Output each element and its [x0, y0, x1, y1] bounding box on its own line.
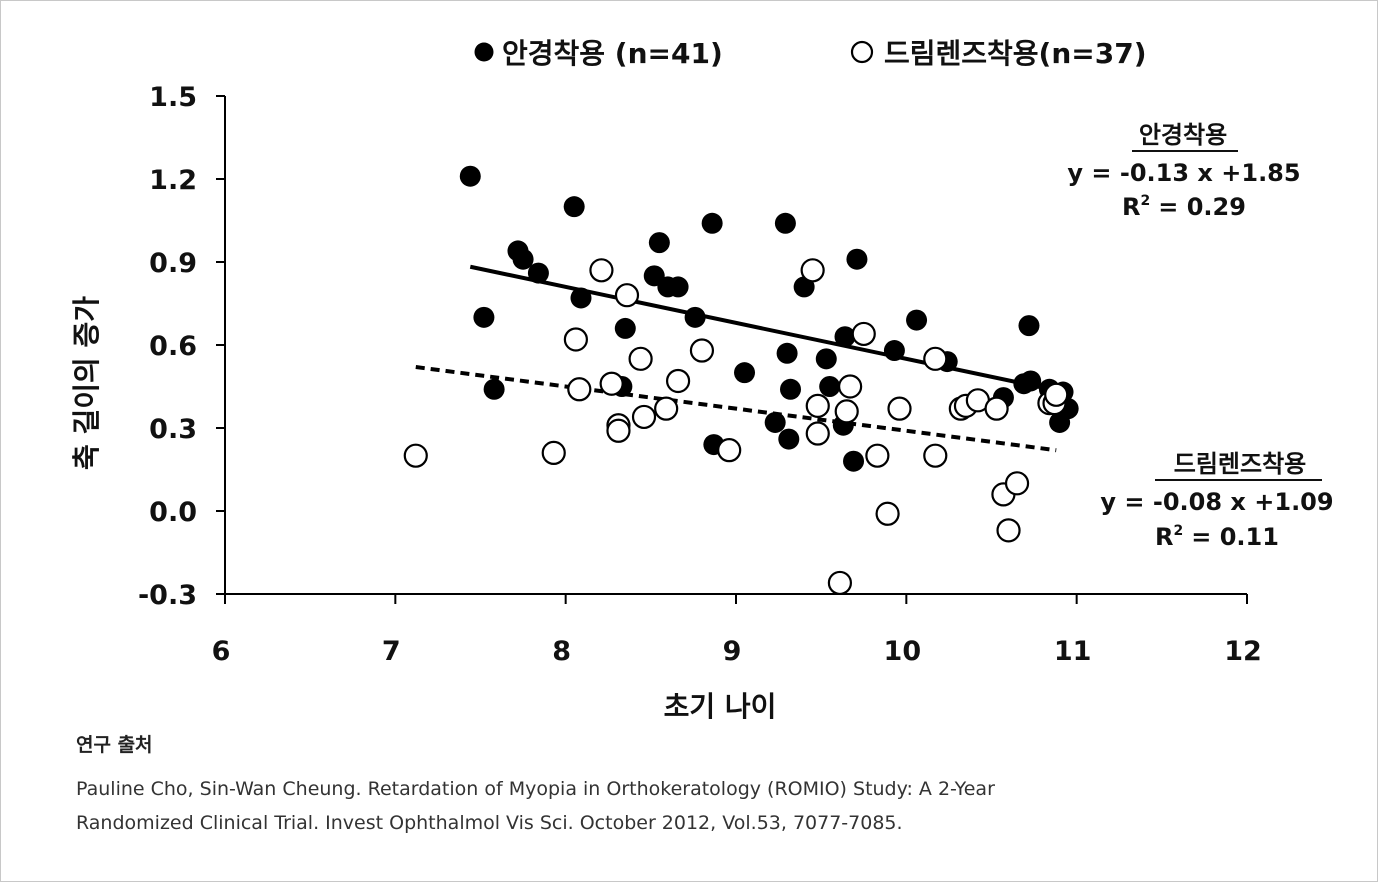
equation-glasses: y = -0.13 x +1.85 — [1067, 159, 1300, 187]
point-glasses — [734, 362, 756, 384]
y-tick-label: 0.3 — [149, 414, 197, 445]
legend-label-glasses: 안경착용 (n=41) — [502, 37, 723, 70]
point-glasses — [883, 340, 905, 362]
point-dreamlens — [614, 283, 640, 308]
point-dreamlens — [923, 346, 948, 371]
x-tick-label: 9 — [723, 636, 742, 667]
y-tick-label: 0.0 — [149, 497, 197, 528]
point-glasses — [815, 348, 837, 370]
point-dreamlens — [403, 443, 428, 468]
point-dreamlens — [654, 396, 679, 421]
x-tick-label: 6 — [212, 636, 231, 667]
x-tick-label: 11 — [1054, 636, 1092, 667]
y-tick-label: 0.9 — [149, 248, 197, 279]
equation-title-dreamlens: 드림렌즈착용 — [1174, 450, 1306, 478]
r2-dreamlens: R2 = 0.11 — [1155, 523, 1279, 551]
trend-equations: 안경착용 y = -0.13 x +1.85 R2 = 0.29 드림렌즈착용 y… — [1067, 121, 1333, 551]
point-dreamlens — [1004, 471, 1030, 496]
y-tick-label: 1.5 — [149, 82, 197, 113]
point-glasses — [764, 411, 786, 433]
point-dreamlens — [689, 338, 715, 363]
y-tick-label: 0.6 — [149, 331, 197, 362]
source-text-line-1: Pauline Cho, Sin-Wan Cheung. Retardation… — [76, 778, 995, 800]
y-tick-label: -0.3 — [138, 580, 197, 611]
point-dreamlens — [563, 327, 588, 352]
point-glasses — [780, 378, 802, 400]
scatter-chart: 1.5 1.2 0.9 0.6 0.3 0.0 -0.3 6 7 8 9 10 11 12 초기 나이 축 길… — [70, 37, 1334, 723]
point-glasses — [614, 317, 636, 339]
point-glasses — [563, 196, 585, 218]
point-glasses — [778, 428, 800, 450]
point-dreamlens — [589, 258, 614, 283]
point-dreamlens — [923, 443, 948, 468]
point-glasses — [1020, 370, 1042, 392]
legend-label-dreamlens: 드림렌즈착용(n=37) — [884, 37, 1147, 70]
x-axis-title: 초기 나이 — [664, 690, 777, 723]
point-glasses — [774, 212, 796, 234]
point-dreamlens — [834, 399, 859, 424]
point-dreamlens — [875, 501, 900, 526]
point-dreamlens — [628, 346, 653, 371]
source-title: 연구 출처 — [76, 734, 153, 756]
point-dreamlens — [800, 258, 825, 283]
point-glasses — [527, 262, 549, 284]
point-glasses — [846, 248, 868, 270]
point-dreamlens — [827, 570, 853, 596]
legend-marker-open — [850, 40, 874, 64]
point-glasses — [459, 165, 481, 187]
point-glasses — [834, 326, 856, 348]
trend-line-dreamlens — [415, 365, 1057, 453]
point-glasses — [906, 309, 928, 331]
point-dreamlens — [838, 374, 863, 399]
point-dreamlens — [984, 396, 1009, 421]
point-glasses — [819, 376, 841, 397]
point-glasses — [701, 212, 723, 234]
y-tick-label: 1.2 — [149, 165, 197, 196]
point-glasses — [776, 342, 798, 364]
point-glasses — [648, 232, 670, 254]
point-dreamlens — [805, 393, 830, 418]
point-dreamlens — [887, 396, 912, 421]
equation-title-glasses: 안경착용 — [1139, 121, 1227, 149]
source-text-line-2: Randomized Clinical Trial. Invest Ophtha… — [76, 812, 903, 834]
point-glasses — [684, 306, 706, 328]
point-glasses — [1018, 315, 1040, 337]
point-dreamlens — [1044, 382, 1069, 407]
x-tick-label: 10 — [884, 636, 922, 667]
point-glasses — [570, 287, 592, 309]
point-dreamlens — [567, 377, 592, 402]
legend: 안경착용 (n=41) 드림렌즈착용(n=37) — [474, 37, 1147, 70]
point-dreamlens — [851, 321, 876, 347]
point-dreamlens — [717, 438, 742, 463]
x-tick-label: 7 — [382, 636, 401, 667]
equation-dreamlens: y = -0.08 x +1.09 — [1100, 488, 1333, 516]
point-glasses — [473, 306, 495, 328]
point-glasses — [667, 276, 689, 298]
data-points — [403, 165, 1079, 596]
point-dreamlens — [665, 368, 691, 394]
y-axis-title: 축 길이의 증가 — [70, 296, 103, 470]
point-dreamlens — [631, 404, 657, 430]
point-dreamlens — [541, 440, 566, 465]
legend-marker-filled — [474, 42, 494, 62]
x-tick-label: 8 — [552, 636, 571, 667]
r2-glasses: R2 = 0.29 — [1122, 193, 1246, 221]
point-glasses — [483, 378, 505, 400]
point-dreamlens — [996, 518, 1021, 543]
x-tick-label: 12 — [1224, 636, 1262, 667]
point-dreamlens — [599, 371, 624, 396]
point-dreamlens — [865, 443, 890, 468]
point-dreamlens — [606, 418, 631, 443]
trend-line-glasses — [469, 264, 1069, 395]
axes: 1.5 1.2 0.9 0.6 0.3 0.0 -0.3 6 7 8 9 10 11 12 초기 나이 축 길… — [70, 82, 1262, 723]
point-glasses — [512, 248, 534, 270]
source-citation: 연구 출처 Pauline Cho, Sin-Wan Cheung. Retar… — [76, 732, 1276, 840]
trend-lines — [415, 264, 1069, 453]
point-glasses — [843, 450, 865, 472]
point-dreamlens — [805, 421, 830, 446]
